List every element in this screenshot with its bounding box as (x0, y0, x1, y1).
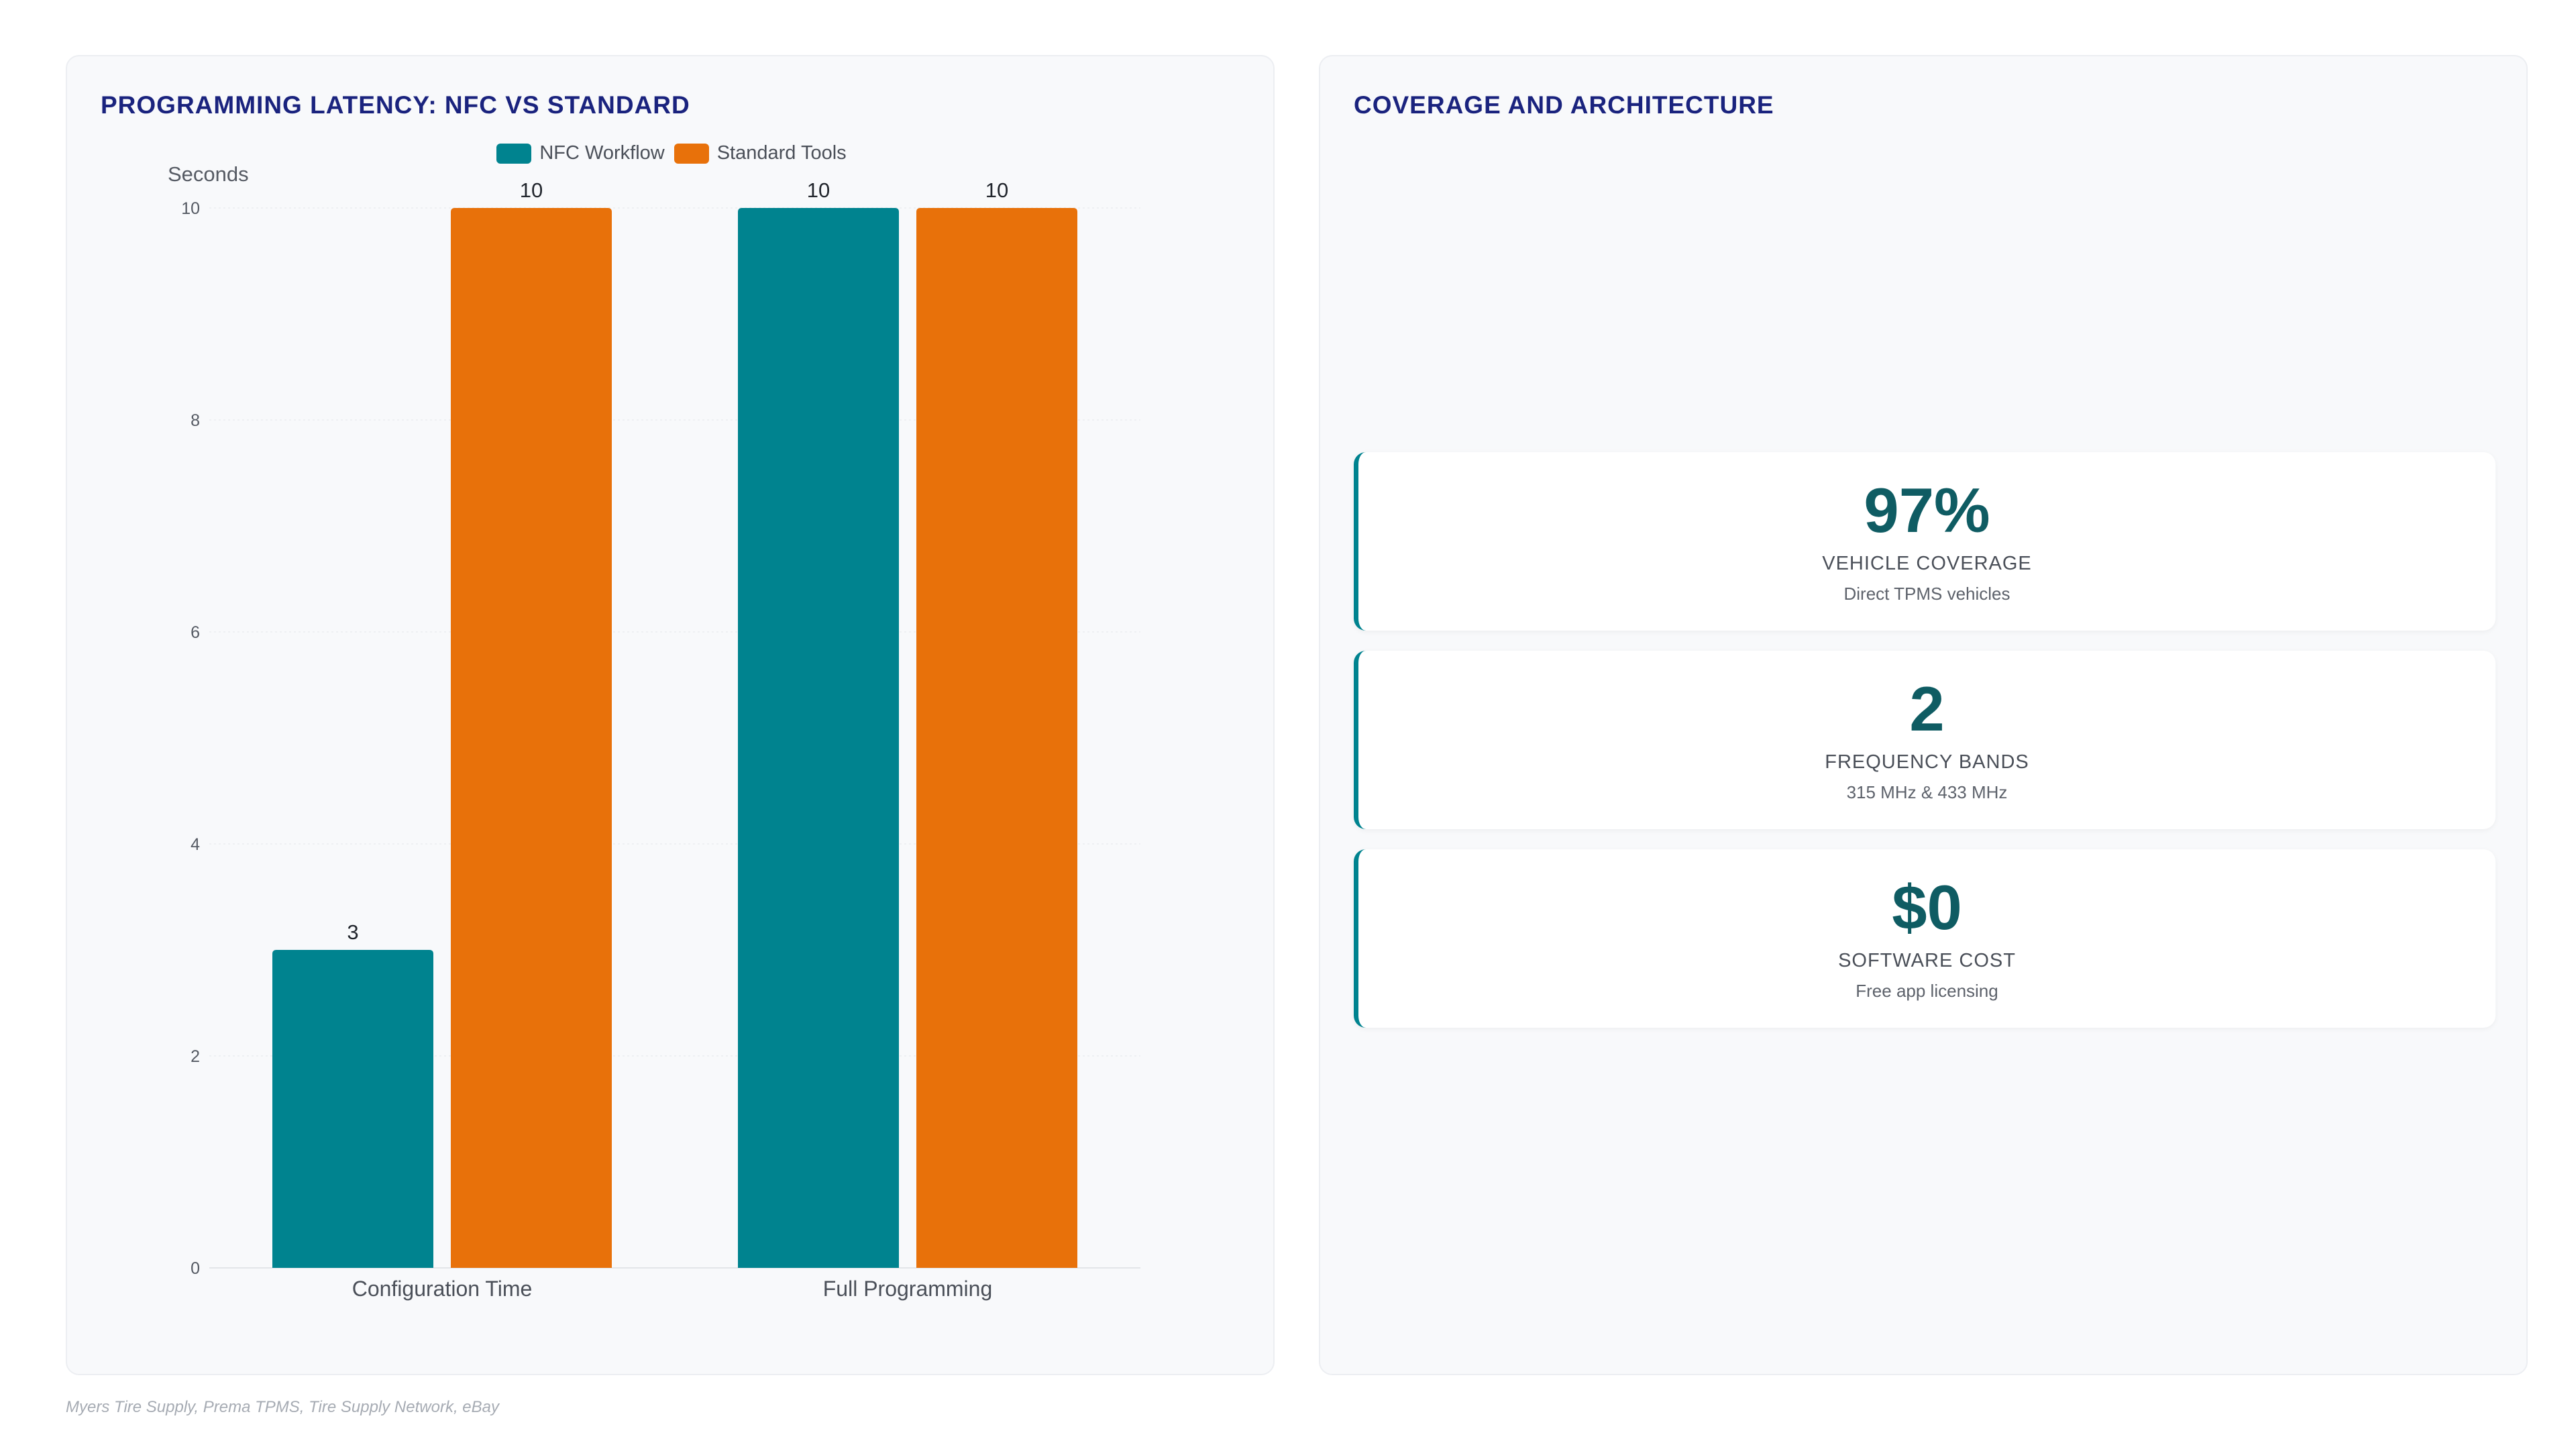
y-tick-label: 6 (191, 623, 200, 642)
data-label: 10 (807, 178, 830, 202)
kpi-label: VEHICLE COVERAGE (1822, 553, 2032, 574)
coverage-panel: COVERAGE AND ARCHITECTURE 97% VEHICLE CO… (1319, 55, 2528, 1375)
kpi-label: FREQUENCY BANDS (1825, 751, 2029, 773)
kpi-subtitle: Direct TPMS vehicles (1843, 584, 2010, 604)
kpi-card-vehicle-coverage: 97% VEHICLE COVERAGE Direct TPMS vehicle… (1354, 452, 2496, 631)
chart-title: PROGRAMMING LATENCY: NFC VS STANDARD (101, 91, 690, 119)
chart-legend: NFC Workflow Standard Tools (67, 142, 1276, 164)
legend-item-standard[interactable]: Standard Tools (674, 142, 847, 164)
y-tick-label: 10 (181, 199, 200, 218)
legend-label-standard: Standard Tools (716, 142, 847, 164)
kpi-card-software-cost: $0 SOFTWARE COST Free app licensing (1354, 849, 2496, 1028)
legend-swatch-nfc (496, 143, 532, 164)
x-tick-label: Full Programming (823, 1277, 993, 1301)
kpi-value: $0 (1892, 872, 1962, 943)
bar (272, 950, 433, 1268)
y-tick-label: 8 (191, 411, 200, 430)
data-label: 10 (985, 178, 1008, 202)
kpi-subtitle: 315 MHz & 433 MHz (1846, 782, 2008, 802)
legend-label-nfc: NFC Workflow (539, 142, 665, 164)
kpi-value: 97% (1864, 475, 1990, 545)
y-tick-label: 0 (191, 1259, 200, 1278)
y-tick-label: 2 (191, 1047, 200, 1066)
data-label: 3 (347, 920, 358, 944)
kpi-value: 2 (1909, 674, 1945, 744)
kpi-list: 97% VEHICLE COVERAGE Direct TPMS vehicle… (1354, 452, 2496, 1048)
y-axis-label: Seconds (168, 162, 249, 186)
bar (738, 208, 899, 1268)
legend-item-nfc[interactable]: NFC Workflow (496, 142, 665, 164)
bar (916, 208, 1077, 1268)
kpi-subtitle: Free app licensing (1856, 981, 1998, 1001)
y-tick-label: 4 (191, 835, 200, 854)
kpi-label: SOFTWARE COST (1838, 950, 2016, 971)
kpi-card-frequency-bands: 2 FREQUENCY BANDS 315 MHz & 433 MHz (1354, 651, 2496, 829)
bar (451, 208, 612, 1268)
source-note: Myers Tire Supply, Prema TPMS, Tire Supp… (66, 1398, 499, 1416)
coverage-title: COVERAGE AND ARCHITECTURE (1354, 91, 1774, 119)
legend-swatch-standard (674, 143, 709, 164)
data-label: 10 (520, 178, 543, 202)
bar-chart: 0 2 4 6 8 10 3 10 Configuration Time 10 10 Full Pro… (181, 178, 1140, 1301)
latency-chart-panel: PROGRAMMING LATENCY: NFC VS STANDARD NFC… (66, 55, 1275, 1375)
x-tick-label: Configuration Time (352, 1277, 533, 1301)
